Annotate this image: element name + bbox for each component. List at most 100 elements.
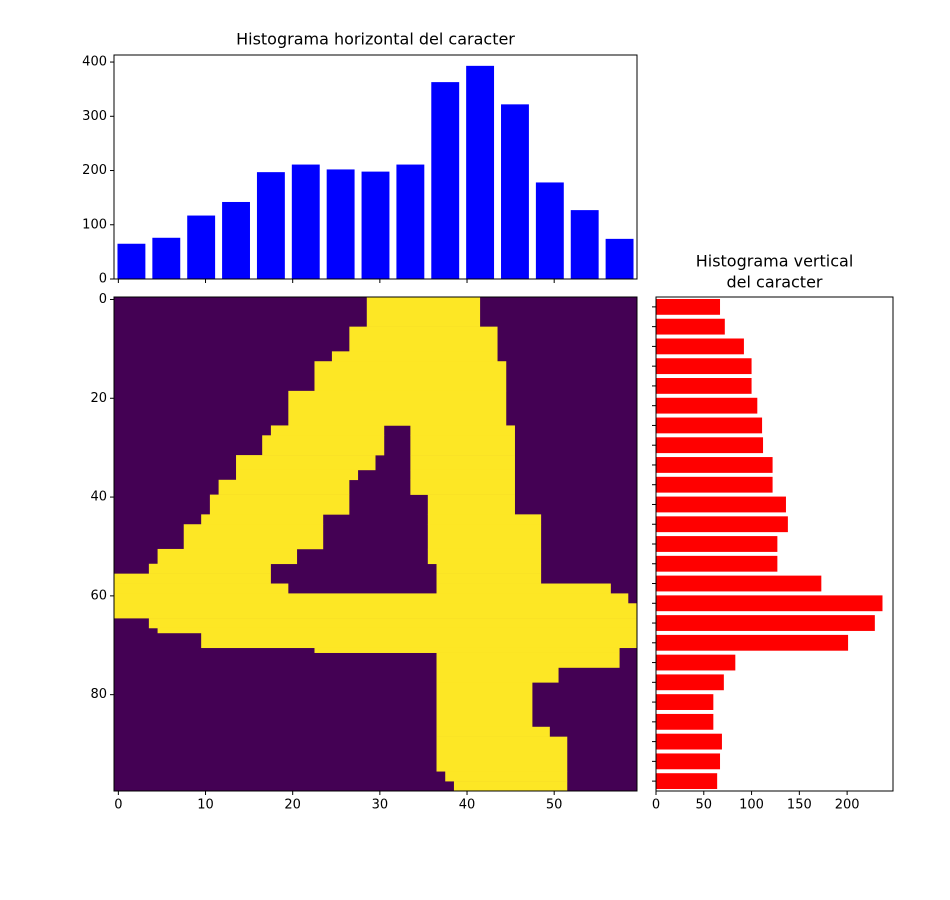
bar xyxy=(431,82,460,279)
pixel-run xyxy=(436,573,542,584)
bar xyxy=(152,237,181,279)
y-tick-label: 200 xyxy=(82,163,107,178)
bar xyxy=(117,243,146,279)
pixel-run xyxy=(410,455,515,471)
y-tick-label: 100 xyxy=(82,217,107,232)
pixel-run xyxy=(410,479,515,495)
pixel-run xyxy=(349,326,498,352)
y-tick-label: 0 xyxy=(99,292,107,307)
pixel-run xyxy=(445,771,568,782)
bar xyxy=(656,358,752,375)
bar xyxy=(222,201,250,279)
axes-frame xyxy=(113,54,638,280)
bar xyxy=(535,182,564,279)
x-tick-label: 150 xyxy=(787,798,812,813)
pixel-run xyxy=(427,514,542,525)
bar xyxy=(656,397,758,414)
bar xyxy=(570,210,599,279)
bar xyxy=(326,169,355,279)
pixel-run xyxy=(366,297,481,327)
bar xyxy=(396,164,425,279)
pixel-run xyxy=(157,627,638,634)
pixel-run xyxy=(427,494,515,515)
pixel-run xyxy=(436,652,620,668)
bar xyxy=(256,172,285,279)
pixel-run xyxy=(183,524,324,550)
chart-title: del caracter xyxy=(726,273,822,292)
axes-frame xyxy=(655,296,894,792)
bar xyxy=(656,378,752,394)
x-tick-label: 50 xyxy=(696,798,713,813)
bar xyxy=(656,694,714,710)
bar xyxy=(656,575,822,592)
pixel-run xyxy=(288,390,507,426)
bar xyxy=(656,536,778,552)
chart-title: Histograma horizontal del caracter xyxy=(236,30,515,49)
pixel-run xyxy=(427,548,542,565)
pixel-run xyxy=(114,593,629,604)
pixel-run xyxy=(453,781,568,792)
axes-frame xyxy=(113,296,638,792)
bar xyxy=(656,713,714,730)
pixel-run xyxy=(314,361,507,392)
bar xyxy=(656,437,764,454)
pixel-run xyxy=(201,632,637,649)
bar xyxy=(656,733,722,750)
bar xyxy=(656,338,744,355)
pixel-run xyxy=(201,514,324,525)
bar xyxy=(656,516,788,533)
pixel-run xyxy=(436,563,542,574)
chart-title: Histograma vertical xyxy=(696,252,854,271)
pixel-run xyxy=(331,351,498,362)
pixel-run xyxy=(436,667,559,683)
y-tick-label: 60 xyxy=(90,588,107,603)
x-tick-label: 10 xyxy=(197,798,214,813)
y-tick-label: 300 xyxy=(82,109,107,124)
x-tick-label: 30 xyxy=(372,798,389,813)
bar xyxy=(656,417,763,434)
pixel-run xyxy=(427,524,542,550)
y-tick-label: 80 xyxy=(90,687,107,702)
pixel-run xyxy=(436,736,568,772)
x-tick-label: 200 xyxy=(835,798,860,813)
pixel-run xyxy=(436,583,611,594)
pixel-run xyxy=(410,435,515,456)
pixel-run xyxy=(114,603,637,619)
y-tick-label: 40 xyxy=(90,490,107,505)
y-tick-label: 20 xyxy=(90,391,107,406)
bar xyxy=(501,104,529,280)
bar xyxy=(656,496,786,513)
pixel-run xyxy=(114,573,271,584)
pixel-run xyxy=(236,455,376,471)
pixel-run xyxy=(114,583,289,594)
bar xyxy=(656,654,736,671)
pixel-run xyxy=(314,647,620,653)
pixel-run xyxy=(262,435,385,456)
x-tick-label: 0 xyxy=(652,798,660,813)
bar xyxy=(361,171,390,279)
bar xyxy=(187,215,216,279)
x-tick-label: 50 xyxy=(546,798,563,813)
pixel-run xyxy=(148,563,271,574)
bar xyxy=(656,634,849,651)
pixel-run xyxy=(410,425,515,436)
bar xyxy=(656,753,721,770)
bar xyxy=(656,773,718,790)
bar xyxy=(656,476,773,493)
x-tick-label: 0 xyxy=(114,798,122,813)
bar xyxy=(656,318,725,335)
bar xyxy=(656,298,721,315)
bar xyxy=(656,595,883,612)
bar xyxy=(656,615,875,631)
bar xyxy=(605,238,634,279)
pixel-run xyxy=(410,469,515,481)
pixel-run xyxy=(236,469,359,481)
bar xyxy=(656,555,778,572)
x-tick-label: 20 xyxy=(284,798,301,813)
y-tick-label: 0 xyxy=(99,272,107,287)
bar xyxy=(656,674,724,691)
x-tick-label: 40 xyxy=(459,798,476,813)
pixel-run xyxy=(436,726,550,737)
pixel-run xyxy=(436,682,533,728)
